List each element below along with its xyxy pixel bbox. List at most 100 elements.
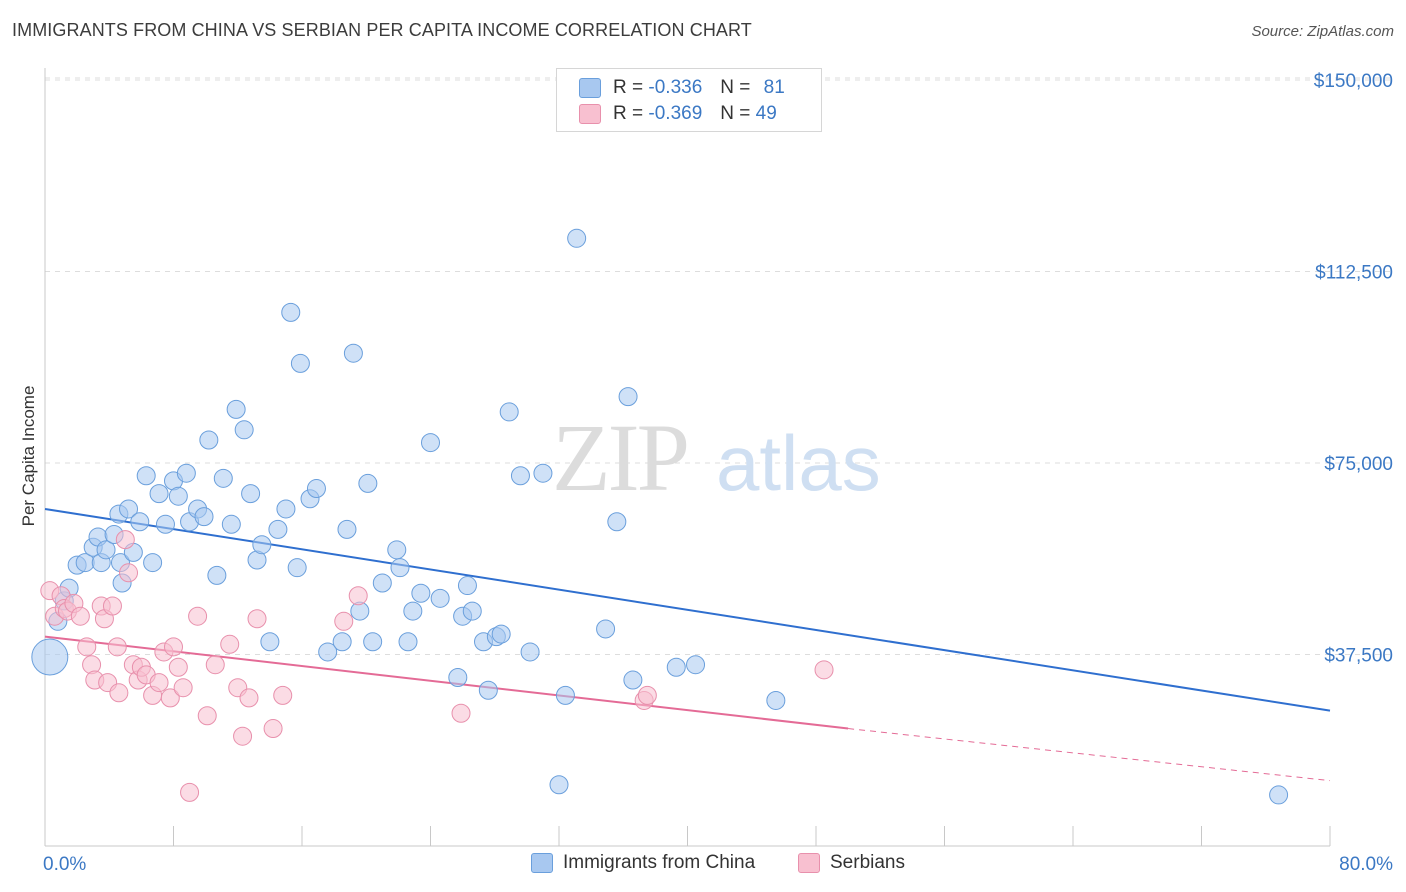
china-point bbox=[226, 399, 246, 419]
serbian-point bbox=[107, 637, 127, 657]
china-point bbox=[403, 601, 423, 621]
china-point bbox=[499, 402, 519, 422]
china-point bbox=[207, 565, 227, 585]
serbian-point bbox=[109, 683, 129, 703]
china-point bbox=[332, 632, 352, 652]
china-point bbox=[176, 463, 196, 483]
serbian-point bbox=[637, 685, 657, 705]
china-point bbox=[130, 512, 150, 532]
china-point bbox=[421, 433, 440, 453]
bottom-legend-serbians: Serbians bbox=[798, 852, 905, 874]
china-point bbox=[318, 642, 338, 662]
bottom-swatch-serbians bbox=[798, 853, 820, 873]
china-point bbox=[337, 519, 357, 539]
serbian-point bbox=[82, 655, 102, 675]
china-point bbox=[155, 514, 175, 534]
china-point bbox=[430, 588, 450, 608]
legend-r-value: -0.336 bbox=[648, 77, 703, 98]
serbian-point bbox=[197, 706, 217, 726]
y-tick-label: $150,000 bbox=[1314, 71, 1393, 92]
serbian-point bbox=[102, 596, 122, 616]
china-point bbox=[478, 680, 498, 700]
y-tick-labels: $37,500 $75,000 $112,500 $150,000 bbox=[1314, 71, 1393, 667]
legend-r-value: -0.369 bbox=[648, 103, 703, 124]
chart-title: IMMIGRANTS FROM CHINA VS SERBIAN PER CAP… bbox=[12, 20, 752, 40]
china-point bbox=[143, 553, 163, 573]
serbian-point bbox=[119, 563, 139, 583]
serbian-point bbox=[263, 719, 283, 739]
legend-swatch-china bbox=[579, 78, 601, 98]
china-point bbox=[31, 638, 69, 676]
china-point bbox=[199, 430, 219, 450]
china-point bbox=[260, 632, 280, 652]
china-point bbox=[119, 499, 139, 519]
watermark-atlas: atlas bbox=[716, 419, 881, 507]
china-point bbox=[372, 573, 392, 593]
china-point bbox=[290, 353, 310, 373]
serbian-point bbox=[334, 611, 354, 631]
china-point bbox=[448, 667, 468, 687]
serbian-point bbox=[247, 609, 267, 629]
x-min-label: 0.0% bbox=[43, 854, 86, 875]
china-point bbox=[343, 343, 363, 363]
china-point bbox=[358, 473, 378, 493]
legend-swatch-serbians bbox=[579, 104, 601, 124]
china-point bbox=[666, 657, 686, 677]
legend-n-value: 49 bbox=[755, 103, 777, 124]
serbian-point bbox=[77, 637, 97, 657]
china-point bbox=[221, 514, 241, 534]
legend-row-serbians: R = -0.369 N = 49 bbox=[579, 103, 777, 125]
serbian-point bbox=[149, 673, 169, 693]
china-point bbox=[281, 302, 301, 322]
legend-n-value: 81 bbox=[763, 77, 785, 98]
china-point bbox=[136, 466, 156, 486]
serbian-point bbox=[168, 657, 188, 677]
trend-line-extension bbox=[848, 728, 1331, 782]
china-point bbox=[398, 632, 418, 652]
china-point bbox=[387, 540, 407, 560]
serbian-point bbox=[220, 634, 240, 654]
watermark: ZIP atlas bbox=[552, 404, 881, 511]
serbian-point bbox=[188, 606, 208, 626]
serbian-point bbox=[273, 685, 293, 705]
china-point bbox=[234, 420, 254, 440]
legend-row-china: R = -0.336 N = 81 bbox=[579, 77, 785, 99]
bottom-legend-china: Immigrants from China bbox=[531, 852, 755, 874]
china-point bbox=[1269, 785, 1289, 805]
grid-lines bbox=[45, 77, 1395, 655]
china-point bbox=[241, 484, 261, 504]
china-point bbox=[194, 507, 214, 527]
china-point bbox=[462, 601, 482, 621]
china-point bbox=[567, 228, 587, 248]
serbian-point bbox=[814, 660, 834, 680]
china-point bbox=[168, 486, 188, 506]
bottom-legend-serbians-label: Serbians bbox=[830, 852, 905, 873]
china-point bbox=[520, 642, 540, 662]
china-point bbox=[306, 479, 326, 499]
china-point bbox=[607, 512, 627, 532]
china-point bbox=[533, 463, 553, 483]
china-point bbox=[213, 468, 233, 488]
y-tick-label: $112,500 bbox=[1315, 263, 1393, 284]
data-points bbox=[31, 228, 1289, 805]
china-point bbox=[268, 519, 288, 539]
watermark-zip: ZIP bbox=[552, 404, 687, 511]
serbian-point bbox=[173, 678, 193, 698]
serbian-point bbox=[160, 688, 180, 708]
y-tick-label: $37,500 bbox=[1324, 646, 1393, 667]
correlation-legend: R = -0.336 N = 81 R = -0.369 N = 49 bbox=[556, 68, 822, 132]
china-point bbox=[766, 690, 786, 710]
serbian-point bbox=[451, 703, 471, 723]
china-point bbox=[252, 535, 272, 555]
source-label: Source: ZipAtlas.com bbox=[1251, 23, 1394, 40]
bottom-swatch-china bbox=[531, 853, 553, 873]
china-point bbox=[549, 775, 569, 795]
legend-n-label: N = bbox=[720, 103, 751, 124]
serbian-point bbox=[70, 606, 90, 626]
china-point bbox=[363, 632, 383, 652]
serbian-point bbox=[233, 726, 253, 746]
china-point bbox=[276, 499, 296, 519]
china-point bbox=[457, 576, 477, 596]
y-tick-label: $75,000 bbox=[1324, 454, 1393, 475]
